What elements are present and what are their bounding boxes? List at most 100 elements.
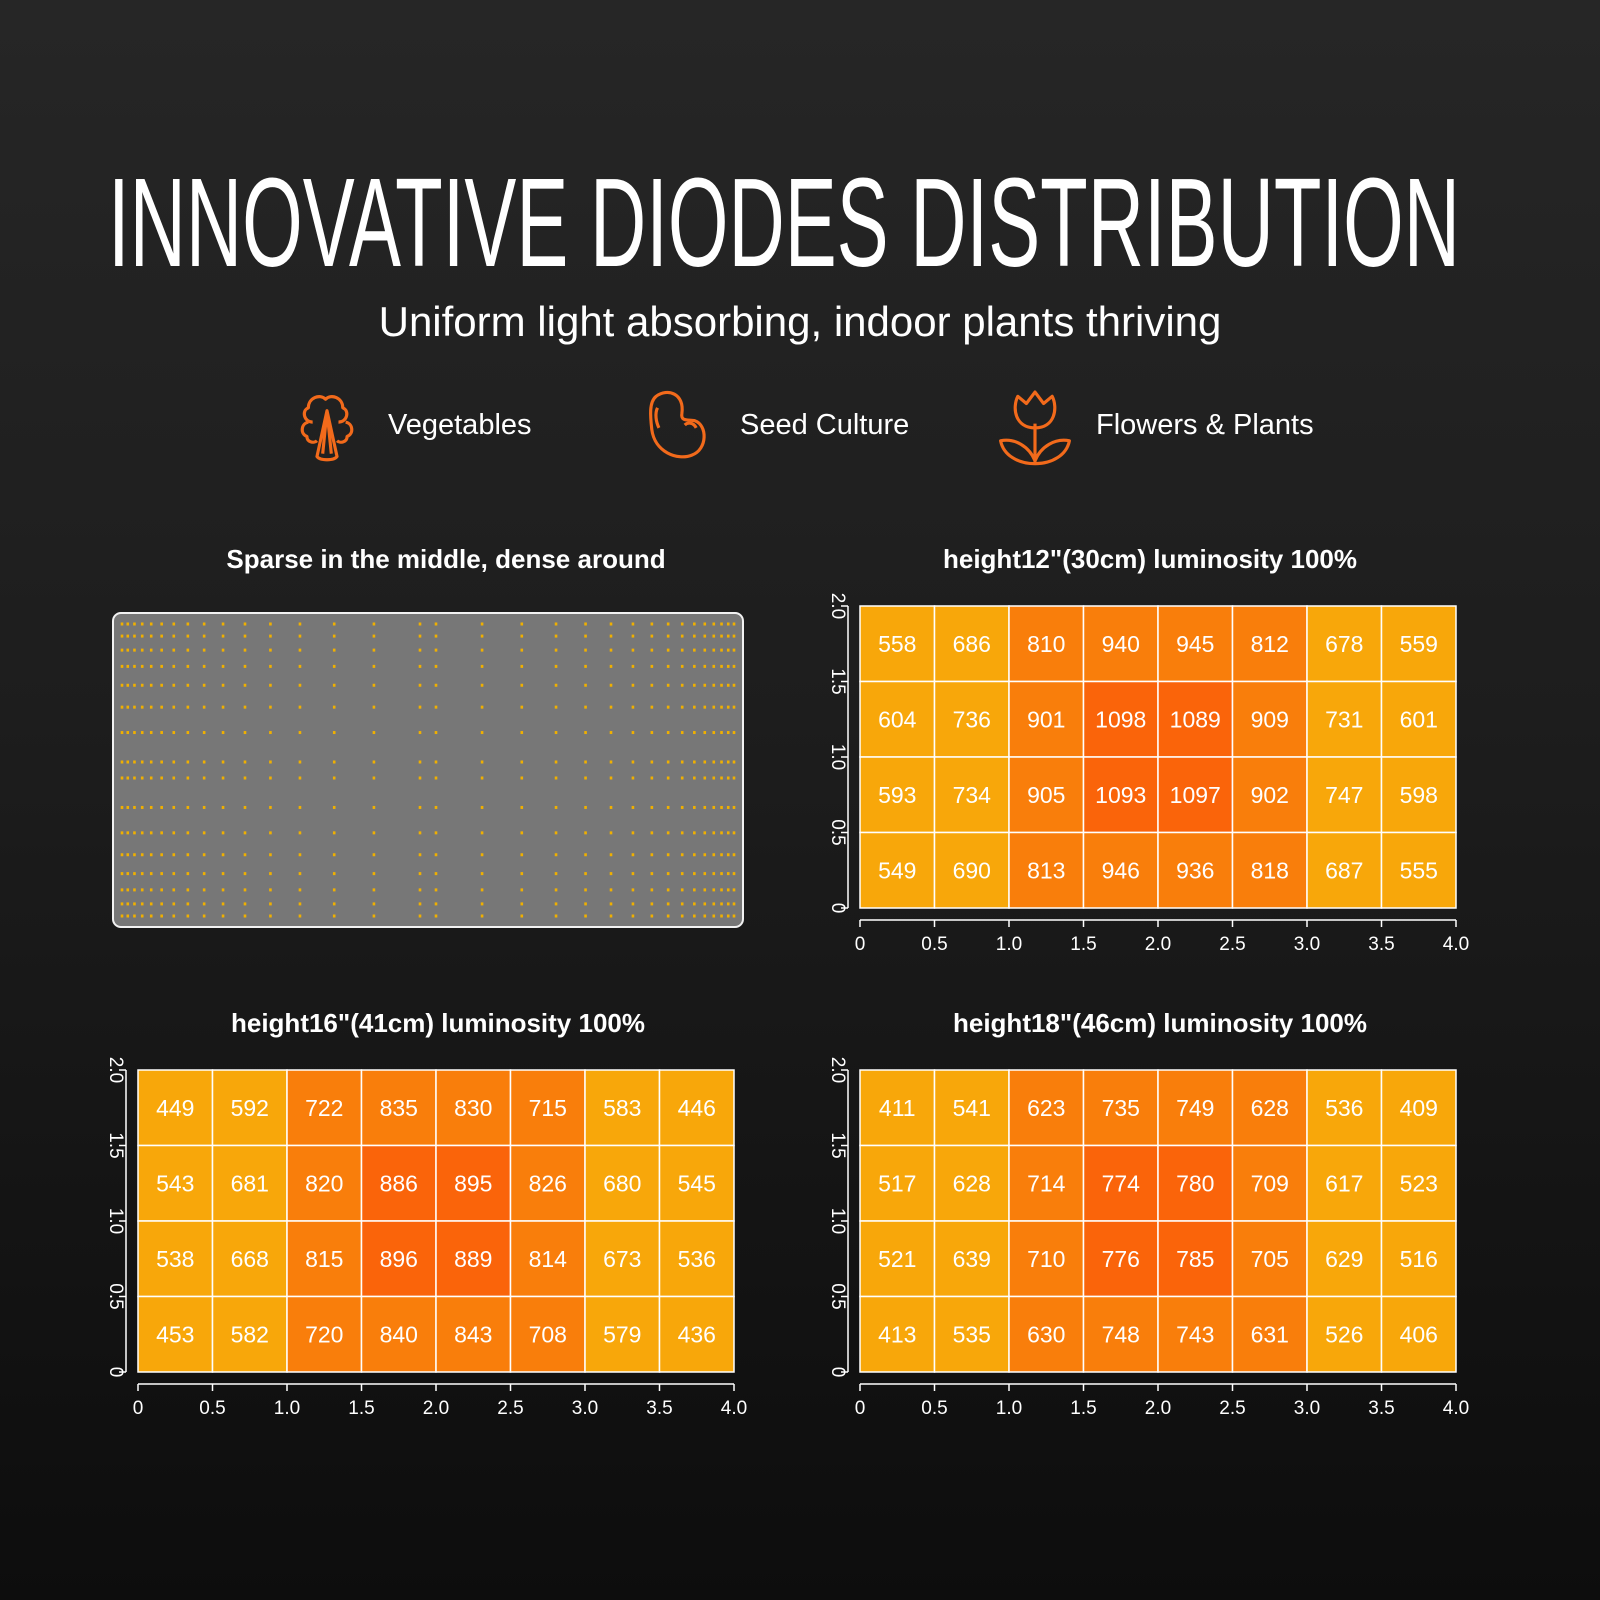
led-diode [120, 760, 124, 764]
heatmap-cell [1231, 1069, 1308, 1147]
heatmap-cell [509, 1144, 586, 1222]
led-diode [202, 853, 206, 857]
led-diode [221, 902, 225, 906]
led-diode [554, 776, 558, 780]
cell-value: 668 [231, 1246, 269, 1272]
led-diode [703, 634, 707, 638]
led-diode [666, 683, 670, 687]
heatmap-cell [933, 605, 1010, 683]
led-diode [693, 634, 696, 638]
led-diode [650, 664, 654, 668]
heatmap-cell [933, 680, 1010, 758]
led-diode [666, 902, 670, 906]
heatmap-cell [1380, 1069, 1457, 1147]
cell-value: 630 [1027, 1321, 1065, 1347]
cell-value: 747 [1325, 782, 1363, 808]
led-diode [298, 683, 302, 687]
led-diode [372, 664, 376, 668]
category-label: Vegetables [388, 408, 532, 441]
heatmap-cell [1157, 756, 1234, 834]
led-diode [703, 648, 707, 652]
led-diode [631, 805, 635, 809]
led-diode [372, 902, 376, 906]
led-diode [732, 902, 736, 906]
led-diode [666, 622, 670, 626]
led-diode [720, 853, 723, 857]
led-diode [372, 872, 376, 876]
led-diode [186, 731, 190, 735]
led-diode [726, 888, 730, 892]
led-diode [269, 872, 272, 876]
x-tick-label: 3.0 [1294, 1398, 1320, 1419]
led-diode [554, 731, 558, 735]
led-diode [133, 664, 136, 668]
led-diode [584, 902, 587, 906]
led-diode [243, 831, 247, 835]
led-diode [680, 902, 684, 906]
y-tick-label: 0.5 [827, 819, 848, 845]
led-diode [418, 683, 422, 687]
led-diode [554, 648, 558, 652]
cell-value: 909 [1251, 706, 1289, 732]
led-diode [650, 648, 654, 652]
x-tick-label: 0 [855, 1398, 866, 1419]
led-diode [584, 705, 587, 709]
heatmap-cell [658, 1220, 735, 1298]
led-diode [372, 805, 376, 809]
led-diode [650, 776, 654, 780]
heatmap-cell [1008, 756, 1085, 834]
led-diode [650, 831, 654, 835]
led-diode [584, 622, 587, 626]
led-diode [243, 760, 247, 764]
heatmap-cell [1380, 680, 1457, 758]
cell-value: 623 [1027, 1095, 1065, 1121]
cell-value: 536 [678, 1246, 716, 1272]
cell-value: 523 [1400, 1170, 1438, 1196]
heatmap-chart-16in: 449 592 722 835 830 715 583 446 543 681 820 886 895 8… [105, 1057, 747, 1419]
cell-value: 604 [878, 706, 917, 732]
led-diode [332, 902, 336, 906]
led-diode [693, 831, 696, 835]
led-diode [693, 805, 696, 809]
led-diode [298, 914, 302, 918]
led-diode [298, 872, 302, 876]
x-tick-label: 1.0 [274, 1398, 300, 1419]
cell-value: 940 [1102, 631, 1140, 657]
heatmap-cell [1231, 1144, 1308, 1222]
led-diode [434, 648, 438, 652]
led-diode [160, 648, 163, 652]
heatmap-cell [1380, 605, 1457, 683]
led-diode [712, 914, 716, 918]
cell-value: 905 [1027, 782, 1065, 808]
x-tick-label: 3.0 [1294, 934, 1320, 955]
led-diode [480, 831, 484, 835]
led-diode [332, 776, 336, 780]
led-diode [418, 622, 422, 626]
led-diode [120, 683, 124, 687]
x-tick-label: 2.0 [423, 1398, 449, 1419]
led-diode [243, 853, 247, 857]
led-diode [554, 664, 558, 668]
y-tick-label: 1.5 [105, 1132, 126, 1158]
cell-value: 815 [305, 1246, 343, 1272]
y-tick-label: 1.0 [105, 1208, 126, 1234]
led-diode [298, 831, 302, 835]
cell-value: 446 [678, 1095, 716, 1121]
led-diode [666, 872, 670, 876]
heatmap-cell [859, 756, 936, 834]
led-diode [126, 683, 130, 687]
led-diode [666, 731, 670, 735]
cell-value: 598 [1400, 782, 1438, 808]
led-diode [434, 902, 438, 906]
led-diode [732, 731, 736, 735]
led-diode [480, 776, 484, 780]
heatmap-cell [658, 1069, 735, 1147]
heatmap-chart-12in: 558 686 810 940 945 812 678 559 604 736 901 1098 108… [827, 593, 1469, 955]
led-diode [554, 622, 558, 626]
led-diode [650, 888, 654, 892]
led-diode [332, 622, 336, 626]
led-diode [120, 634, 124, 638]
led-diode [140, 831, 144, 835]
cell-value: 710 [1027, 1246, 1065, 1272]
led-diode [140, 648, 144, 652]
